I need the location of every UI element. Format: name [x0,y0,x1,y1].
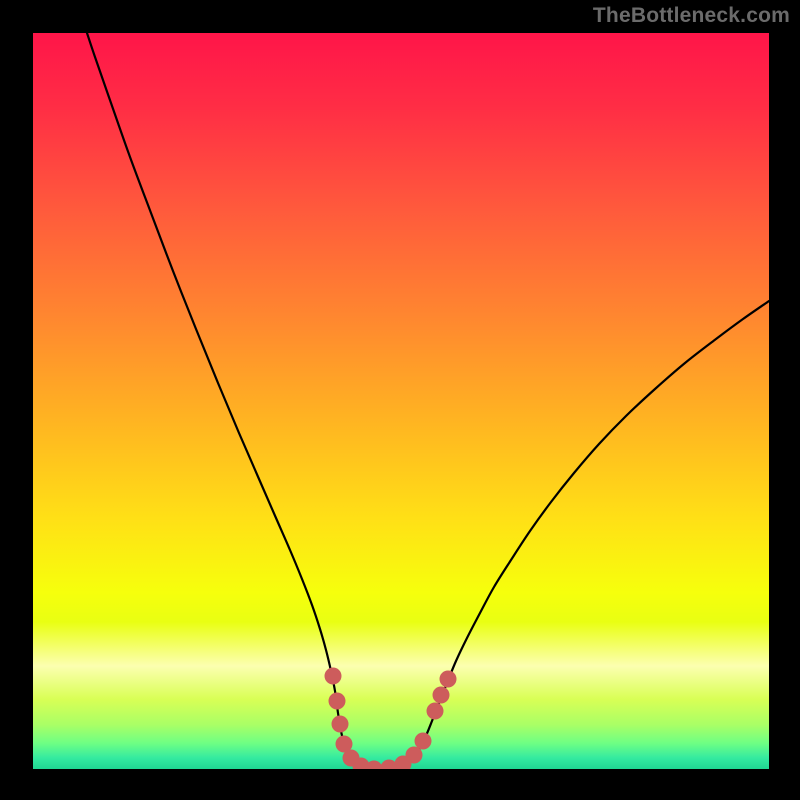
marker-dot [433,687,450,704]
marker-dot [406,747,423,764]
marker-dot [415,733,432,750]
curve-layer [33,33,769,769]
marker-dot [325,668,342,685]
marker-dot [427,703,444,720]
bottleneck-curve [87,33,769,769]
marker-dot [440,671,457,688]
plot-area [33,33,769,769]
canvas-root: TheBottleneck.com [0,0,800,800]
marker-dot [332,716,349,733]
marker-dot [329,693,346,710]
attribution-text: TheBottleneck.com [593,4,790,28]
